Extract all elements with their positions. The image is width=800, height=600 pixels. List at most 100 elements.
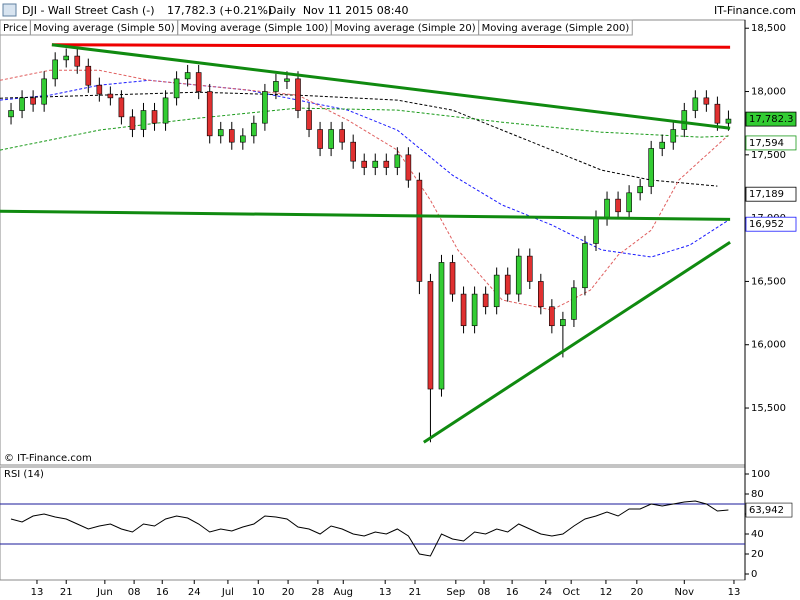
candle-body	[30, 97, 36, 105]
trend-line	[0, 209, 731, 221]
chart-title: DJI - Wall Street Cash (-)	[22, 4, 155, 17]
candle-body	[74, 55, 81, 67]
candle-body	[493, 274, 500, 308]
copyright: © IT-Finance.com	[4, 453, 92, 464]
candle-body	[526, 255, 533, 282]
moving-average	[0, 79, 729, 258]
candle-body	[328, 129, 334, 149]
candle-body	[195, 72, 202, 92]
candle-body	[107, 93, 114, 99]
legend-box	[478, 19, 633, 36]
candle-body	[19, 97, 25, 111]
x-tick-label: 28	[311, 587, 324, 598]
y-tick-label: 18,500	[751, 23, 786, 34]
x-tick-label: 20	[630, 587, 643, 598]
legend-entry: Moving average (Simple 20)	[334, 23, 475, 34]
end-label: 17,594	[749, 138, 784, 149]
candle-body	[251, 122, 257, 137]
candle-body	[206, 91, 213, 137]
candle-body	[670, 129, 677, 143]
candle-body	[383, 160, 390, 168]
legend-entry: Price	[3, 23, 27, 34]
x-tick-label: 12	[600, 587, 613, 598]
candle-body	[427, 281, 434, 390]
candle-body	[593, 217, 599, 244]
x-tick-label: 13	[379, 587, 392, 598]
candle-body	[394, 154, 401, 168]
x-tick-label: Jun	[96, 587, 113, 598]
y-tick-label: 16,000	[751, 340, 786, 351]
rsi-title: RSI (14)	[4, 469, 44, 480]
x-tick-label: 08	[128, 587, 141, 598]
candle-body	[118, 97, 125, 118]
candle-body	[173, 78, 180, 99]
rsi-line	[10, 500, 729, 557]
candle-body	[372, 160, 379, 168]
candle-body	[41, 78, 47, 105]
candle-body	[471, 293, 478, 327]
y-tick-label: 15,500	[751, 403, 786, 414]
candle-body	[140, 110, 147, 130]
rsi-tick-label: 40	[751, 529, 764, 540]
candle-body	[162, 97, 169, 124]
candle-body	[361, 160, 368, 168]
rsi-tick-label: 20	[751, 549, 764, 560]
candle-body	[8, 110, 14, 118]
candle-body	[538, 281, 544, 308]
icon	[2, 3, 17, 17]
candle-body	[571, 287, 577, 320]
x-tick-label: 20	[282, 587, 295, 598]
candle-body	[515, 255, 522, 295]
candle-body	[416, 179, 423, 282]
candle-body	[681, 110, 688, 130]
y-tick-label: 16,500	[751, 276, 786, 287]
legend-entry: Moving average (Simple 100)	[181, 23, 329, 34]
x-tick-label: 16	[156, 587, 169, 598]
candle-body	[339, 129, 345, 143]
end-label-box	[745, 216, 797, 232]
x-tick-label: Sep	[446, 587, 465, 598]
x-tick-label: Jul	[221, 587, 234, 598]
end-label: 17,189	[749, 189, 784, 200]
candle-body	[659, 141, 666, 149]
y-tick-label: 18,000	[751, 87, 786, 98]
source: IT-Finance.com	[714, 4, 796, 17]
candle-body	[151, 110, 158, 124]
moving-average	[0, 107, 729, 151]
end-label: 16,952	[749, 219, 784, 230]
candle-body	[262, 91, 268, 124]
candle-body	[217, 129, 224, 137]
candle-body	[460, 293, 467, 327]
end-label-box	[745, 111, 797, 127]
trend-line	[51, 43, 731, 49]
candle-body	[405, 154, 412, 181]
candle-body	[273, 81, 279, 92]
candle-body	[482, 293, 489, 308]
candle-body	[85, 65, 92, 86]
candle-body	[317, 129, 323, 149]
candle-body	[63, 55, 70, 61]
timestamp: Daily Nov 11 2015 08:40	[268, 4, 408, 17]
x-tick-label: Oct	[563, 587, 580, 598]
candle-body	[240, 135, 246, 143]
candle-body	[184, 72, 191, 80]
candle-body	[637, 186, 643, 194]
last-quote: 17,782.3 (+0.21%)	[167, 4, 272, 17]
rsi-tick-label: 80	[751, 489, 764, 500]
candle-body	[703, 97, 710, 105]
candle-body	[692, 97, 699, 111]
x-tick-label: 16	[506, 587, 519, 598]
x-tick-label: 08	[478, 587, 491, 598]
legend-entry: Moving average (Simple 50)	[33, 23, 174, 34]
x-tick-label: 13	[31, 587, 44, 598]
rsi-tick-label: 100	[751, 469, 770, 480]
candle-body	[228, 129, 235, 143]
candle-body	[129, 116, 136, 130]
candle-body	[295, 78, 301, 111]
x-tick-label: 10	[252, 587, 265, 598]
end-label-box	[745, 135, 797, 151]
rsi-tick-label: 0	[751, 569, 757, 580]
candle-body	[438, 262, 445, 390]
candle-body	[449, 262, 456, 295]
